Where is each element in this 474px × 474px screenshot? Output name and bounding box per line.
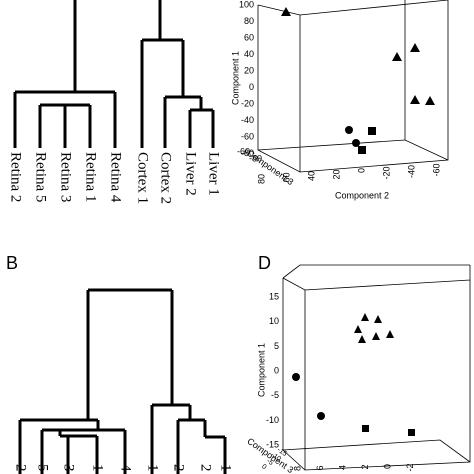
box-c: [257, 0, 449, 173]
dendrogram-a: [13, 0, 215, 148]
leaf-label: Liver 2: [183, 152, 199, 196]
tick-label: 0: [356, 168, 366, 173]
axis-label: Component 1: [230, 51, 240, 105]
tick-label: 80: [244, 16, 254, 26]
tick-label: -60: [241, 131, 254, 141]
leaf-label: 3: [61, 464, 77, 472]
tick-label: 20: [244, 65, 254, 75]
tick-label: -60: [237, 146, 250, 156]
tick-label: 40: [244, 49, 254, 59]
dendrogram-b: [18, 288, 227, 474]
tick-label: -20: [381, 167, 391, 180]
box-d: [282, 264, 471, 471]
tick-label: 10: [269, 316, 279, 326]
axis-label: Component 1: [256, 343, 266, 397]
tick-label: 4: [337, 465, 347, 470]
tick-label: -20: [241, 98, 254, 108]
tick-label: 8: [292, 466, 302, 471]
leaf-label: Cortex 2: [158, 152, 174, 204]
leaf-label: Cortex 1: [135, 152, 151, 204]
tick-label: -80: [249, 153, 262, 163]
tick-label: 6: [315, 466, 325, 471]
leaf-label: Retina 3: [58, 152, 74, 202]
leaf-label: 5: [35, 464, 51, 472]
tick-label: 80: [256, 174, 266, 184]
tick-label: 2: [360, 465, 370, 470]
tick-label: 20: [331, 170, 341, 180]
leaf-label: 1: [90, 464, 106, 472]
leaf-label: 1: [218, 464, 234, 472]
tick-label: -5: [271, 390, 279, 400]
tick-label: -10: [270, 452, 282, 464]
tick-label: -10: [266, 415, 279, 425]
tick-label: 0: [382, 464, 392, 469]
tick-label: -15: [276, 447, 288, 459]
axis-label: Component 3: [245, 148, 295, 187]
leaf-label: 2: [13, 464, 29, 472]
tick-label: -80: [241, 148, 254, 158]
tick-label: 60: [244, 32, 254, 42]
leaf-label: 2: [198, 464, 214, 472]
tick-label: -40: [406, 165, 416, 178]
leaf-label: Retina 4: [108, 152, 124, 203]
leaf-label: 1: [145, 464, 161, 472]
panel-label: D: [258, 253, 271, 273]
leaf-label: Retina 5: [33, 152, 49, 202]
tick-label: 0: [260, 463, 267, 471]
tick-label: 15: [269, 291, 279, 301]
axis-label: Component 2: [335, 190, 389, 200]
tick-label: -5: [265, 458, 274, 467]
leaf-label: Retina 2: [8, 152, 24, 202]
leaf-label: Liver 1: [206, 152, 222, 196]
tick-label: -60: [431, 164, 441, 177]
leaf-label: 2: [171, 464, 187, 472]
tick-label: 100: [239, 0, 254, 9]
tick-label: 0: [249, 82, 254, 92]
leaf-label: 4: [118, 464, 134, 472]
panel-label: B: [6, 253, 18, 273]
tick-label: -40: [241, 115, 254, 125]
tick-label: 60: [281, 173, 291, 183]
tick-label: 0: [274, 365, 279, 375]
tick-label: -2: [405, 464, 415, 472]
tick-label: 5: [274, 341, 279, 351]
tick-label: -15: [266, 440, 279, 450]
tick-label: 40: [306, 171, 316, 181]
leaf-label: Retina 1: [83, 152, 99, 202]
points-c: [281, 7, 435, 154]
points-d: [292, 313, 415, 436]
